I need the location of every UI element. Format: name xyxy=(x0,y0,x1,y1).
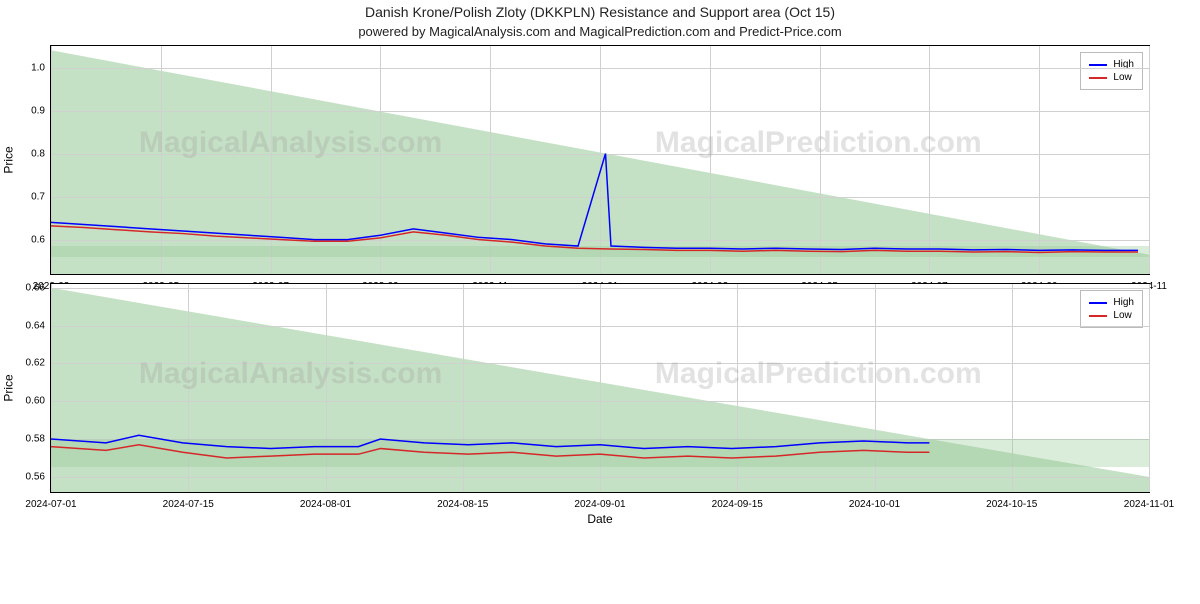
ytick-label: 0.56 xyxy=(13,471,45,482)
ytick-label: 0.8 xyxy=(13,148,45,159)
xtick-label: 2024-08-15 xyxy=(437,499,488,510)
series-low xyxy=(51,445,929,458)
chart-bottom: Price Date High Low 0.560.580.600.620.64… xyxy=(50,283,1150,493)
xtick-label: 2024-07-15 xyxy=(163,499,214,510)
xtick-label: 2024-08-01 xyxy=(300,499,351,510)
series-low xyxy=(51,226,1138,253)
grid-line xyxy=(1149,46,1150,274)
ytick-label: 0.60 xyxy=(13,396,45,407)
ytick-label: 0.58 xyxy=(13,434,45,445)
xtick-label: 2024-07-01 xyxy=(25,499,76,510)
chart-top: Price Date High Low 0.60.70.80.91.02023-… xyxy=(50,45,1150,275)
xtick-label: 2024-10-01 xyxy=(849,499,900,510)
xtick-label: 2024-10-15 xyxy=(986,499,1037,510)
xtick-label: 2024-09-15 xyxy=(712,499,763,510)
chart-bottom-xlabel: Date xyxy=(587,512,612,526)
xtick-label: 2024-11-01 xyxy=(1124,499,1174,510)
page-title: Danish Krone/Polish Zloty (DKKPLN) Resis… xyxy=(0,4,1200,20)
ytick-label: 0.9 xyxy=(13,105,45,116)
xtick-label: 2024-09-01 xyxy=(574,499,625,510)
ytick-label: 0.7 xyxy=(13,191,45,202)
page-subtitle: powered by MagicalAnalysis.com and Magic… xyxy=(0,24,1200,39)
ytick-label: 0.66 xyxy=(13,282,45,293)
ytick-label: 0.62 xyxy=(13,358,45,369)
ytick-label: 1.0 xyxy=(13,62,45,73)
ytick-label: 0.6 xyxy=(13,234,45,245)
grid-line xyxy=(1149,284,1150,492)
ytick-label: 0.64 xyxy=(13,320,45,331)
series-high xyxy=(51,435,929,448)
